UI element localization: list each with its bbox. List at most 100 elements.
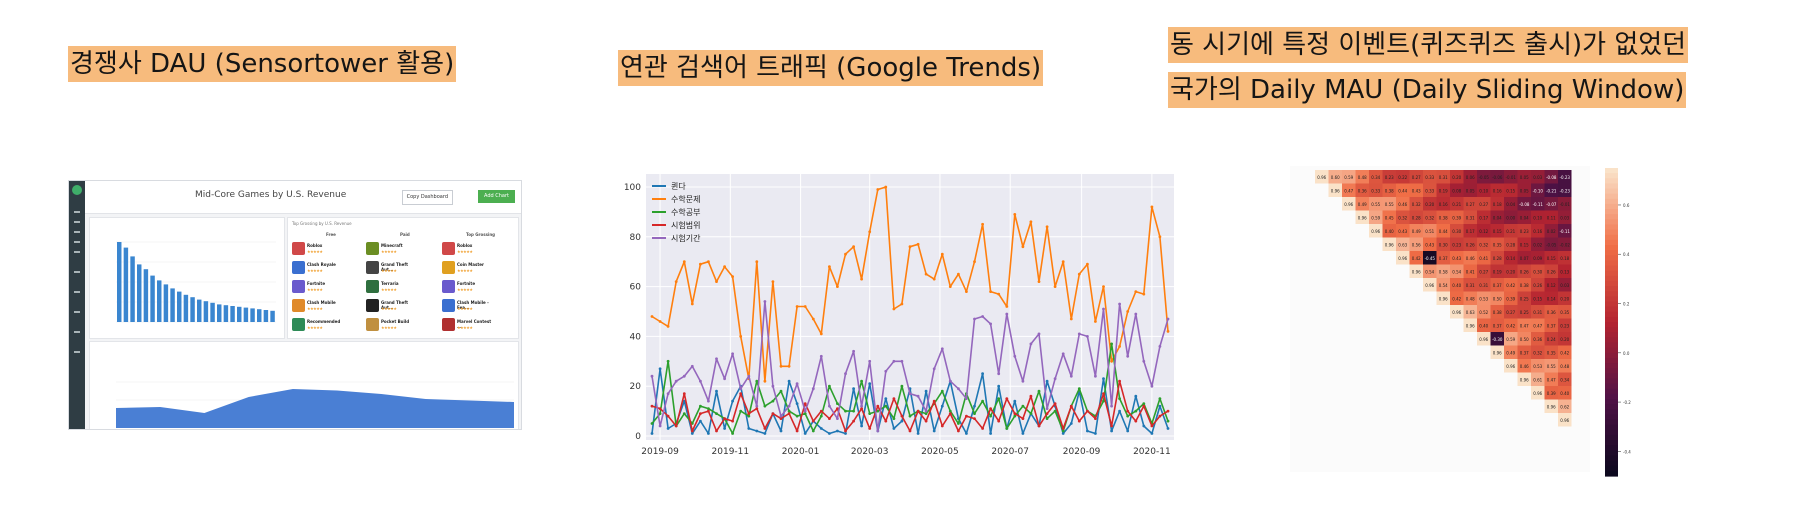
revenue-bar xyxy=(203,301,209,322)
app-list-item[interactable]: Fortnite ★★★★★ xyxy=(292,280,342,294)
colorbar-segment xyxy=(1605,352,1618,359)
heatmap-cell xyxy=(1504,210,1518,224)
app-list-item[interactable]: Pocket Build ★★★★★ xyxy=(366,318,416,332)
series-point xyxy=(747,374,751,378)
heatmap-cell xyxy=(1531,372,1545,386)
nav-dot-icon[interactable] xyxy=(74,241,80,243)
nav-dot-icon[interactable] xyxy=(74,271,80,273)
colorbar-tick-label: 0.4 xyxy=(1623,252,1630,257)
series-point xyxy=(1126,409,1130,413)
series-point xyxy=(844,252,847,256)
app-list-item[interactable]: Clash Royale ★★★★★ xyxy=(292,261,342,275)
nav-dot-icon[interactable] xyxy=(74,231,80,233)
app-list-item[interactable]: Clash Mobile - Fea... ★★★★★ xyxy=(442,299,492,313)
heatmap-cell-value: 0.19 xyxy=(1439,188,1448,193)
heatmap-cell-value: 0.96 xyxy=(1493,350,1502,355)
series-point xyxy=(892,417,896,420)
heatmap-cell-value: 0.11 xyxy=(1547,215,1556,220)
nav-dot-icon[interactable] xyxy=(74,351,80,353)
series-point xyxy=(1118,302,1121,306)
nav-dot-icon[interactable] xyxy=(74,221,80,223)
heatmap-cell-value: 0.49 xyxy=(1506,350,1515,355)
heatmap-cell-value: -0.08 xyxy=(1546,175,1557,180)
revenue-bar xyxy=(243,307,249,322)
y-tick-label: 0 xyxy=(635,432,641,442)
heatmap-cell xyxy=(1490,210,1504,224)
heatmap-cell xyxy=(1504,170,1518,184)
series-point xyxy=(658,407,662,410)
heatmap-cell-value: 0.05 xyxy=(1466,188,1475,193)
app-list-item[interactable]: Fortnite ★★★★★ xyxy=(442,280,492,294)
heatmap-cell xyxy=(1544,399,1558,413)
series-point xyxy=(924,412,928,415)
app-list-item[interactable]: Coin Master ★★★★★ xyxy=(442,261,492,275)
series-point xyxy=(682,374,686,378)
series-point xyxy=(779,389,783,393)
app-list-item[interactable]: Minecraft ★★★★★ xyxy=(366,242,416,256)
heatmap-cell xyxy=(1517,278,1531,292)
series-point xyxy=(674,379,678,383)
legend-label: 수학공부 xyxy=(671,207,700,217)
colorbar-segment xyxy=(1605,203,1618,210)
heatmap-cell xyxy=(1504,278,1518,292)
app-list-item[interactable]: Roblox ★★★★★ xyxy=(292,242,342,256)
heatmap-cell-value: 0.03 xyxy=(1533,175,1542,180)
heatmap-cell xyxy=(1477,291,1491,305)
series-point xyxy=(836,429,839,433)
x-tick-label: 2020-01 xyxy=(782,447,820,456)
app-list-item[interactable]: Roblox ★★★★★ xyxy=(442,242,492,256)
nav-dot-icon[interactable] xyxy=(74,211,80,213)
heatmap-cell-value: 0.59 xyxy=(1344,175,1353,180)
series-point xyxy=(1086,409,1089,413)
app-list-item[interactable]: Grand Theft Aut... ★★★★★ xyxy=(366,261,416,275)
series-point xyxy=(1053,377,1057,381)
series-point xyxy=(699,262,702,266)
series-point xyxy=(731,432,734,435)
heatmap-cell xyxy=(1517,291,1531,305)
nav-dot-icon[interactable] xyxy=(74,251,80,253)
heatmap-cell xyxy=(1477,318,1491,332)
heatmap-cell-value: 0.35 xyxy=(1493,242,1502,247)
colorbar-segment xyxy=(1605,363,1618,369)
nav-dot-icon[interactable] xyxy=(74,291,80,293)
app-list-item[interactable]: Marvel Contest ... ★★★★★ xyxy=(442,318,492,332)
app-icon xyxy=(366,261,379,274)
series-point xyxy=(828,404,831,408)
app-list-item[interactable]: Grand Theft Aut... ★★★★★ xyxy=(366,299,416,313)
heatmap-cell xyxy=(1558,264,1572,278)
copy-dashboard-button[interactable]: Copy Dashboard xyxy=(401,190,453,205)
series-point xyxy=(981,315,984,318)
app-name: Minecraft xyxy=(381,243,403,248)
app-list-item[interactable]: Terraria ★★★★★ xyxy=(366,280,416,294)
heatmap-cell xyxy=(1517,224,1531,238)
heatmap-cell-value: -0.23 xyxy=(1560,188,1571,193)
series-point xyxy=(836,285,839,288)
add-chart-button[interactable]: Add Chart xyxy=(477,190,515,203)
app-list-item[interactable]: Clash Mobile ★★★★★ xyxy=(292,299,342,313)
series-point xyxy=(948,379,952,383)
heatmap-cell xyxy=(1463,197,1477,211)
heatmap-cell-value: 0.59 xyxy=(1506,337,1515,342)
heatmap-cell-value: 0.47 xyxy=(1520,323,1529,328)
colorbar-segment xyxy=(1605,239,1618,246)
series-point xyxy=(650,374,654,378)
series-point xyxy=(860,407,863,410)
colorbar-segment xyxy=(1605,260,1618,267)
app-icon xyxy=(366,318,379,331)
heatmap-cell-value: 0.38 xyxy=(1520,283,1529,288)
x-tick-label: 2020-05 xyxy=(921,447,959,456)
heatmap-cell-value: 0.23 xyxy=(1520,229,1529,234)
heatmap-cell xyxy=(1531,183,1545,197)
heatmap-cell xyxy=(1315,170,1329,184)
series-point xyxy=(948,285,952,288)
series-point xyxy=(690,364,694,368)
app-list-item[interactable]: Recommended ★★★★★ xyxy=(292,318,342,332)
series-point xyxy=(787,409,791,413)
nav-dot-icon[interactable] xyxy=(74,311,80,313)
heatmap-cell-value: 0.96 xyxy=(1533,391,1542,396)
heatmap-cell-value: 0.39 xyxy=(1547,391,1556,396)
nav-dot-icon[interactable] xyxy=(74,331,80,333)
series-point xyxy=(932,367,936,371)
series-point xyxy=(892,397,896,400)
series-point xyxy=(771,412,775,415)
